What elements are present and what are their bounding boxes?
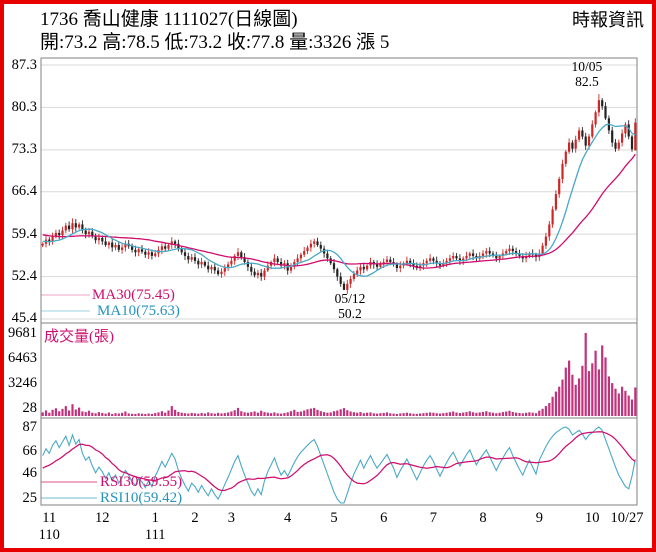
month-label: 9 — [535, 510, 543, 526]
price-axis-label: 52.4 — [11, 268, 37, 285]
rsi-lines — [42, 426, 636, 504]
ma10-legend: MA10(75.63) — [97, 303, 180, 319]
month-label: 4 — [284, 510, 292, 526]
volume-axis-label: 3246 — [8, 375, 37, 391]
month-label: 8 — [479, 510, 487, 526]
candlesticks — [41, 94, 637, 294]
pane-borders — [40, 57, 638, 506]
ohlc-summary: 開:73.2 高:78.5 低:73.2 收:77.8 量:3326 漲 5 — [40, 32, 390, 53]
month-label: 7 — [429, 510, 437, 526]
moving-average-lines — [42, 123, 636, 277]
volume-axis-label: 28 — [22, 400, 38, 416]
price-axis-label: 87.3 — [11, 56, 37, 73]
data-source-label: 時報資訊 — [572, 10, 644, 30]
month-label: 10 — [585, 510, 600, 526]
ma30-legend: MA30(75.45) — [92, 287, 175, 303]
annotation-date: 05/12 — [334, 291, 366, 306]
annotation-date: 10/05 — [571, 59, 603, 74]
month-label: 11 — [42, 510, 57, 526]
legend-leader-lines — [41, 294, 97, 499]
annotation-may-low: 05/12 50.2 — [326, 291, 374, 321]
volume-axis-label: 6463 — [8, 350, 37, 366]
price-axis-label: 80.3 — [11, 98, 37, 115]
annotation-oct-high: 10/05 82.5 — [563, 59, 611, 89]
month-label: 3 — [227, 510, 235, 526]
page-title: 1736 喬山健康 1111027(日線圖) — [40, 9, 298, 30]
rsi-axis-label: 66 — [22, 442, 38, 459]
rsi-axis-label: 46 — [22, 465, 38, 482]
price-axis-label: 73.3 — [11, 141, 37, 158]
year-label: 111 — [144, 527, 166, 543]
price-axis-label: 45.4 — [11, 310, 37, 327]
month-label: 10/27 — [610, 510, 644, 526]
month-label: 6 — [380, 510, 388, 526]
month-label: 5 — [330, 510, 338, 526]
price-axis-label: 59.4 — [11, 225, 37, 242]
volume-axis-label: 9681 — [8, 325, 37, 341]
price-axis-label: 66.4 — [11, 183, 37, 200]
price-gridlines — [41, 64, 637, 320]
month-label: 12 — [95, 510, 110, 526]
rsi30-legend: RSI30(59.55) — [100, 474, 183, 490]
year-label: 110 — [38, 527, 60, 543]
rsi-axis-label: 25 — [22, 489, 38, 506]
volume-bars — [41, 333, 637, 416]
rsi-axis-label: 87 — [22, 418, 38, 435]
rsi10-legend: RSI10(59.42) — [100, 490, 183, 506]
month-label: 1 — [151, 510, 159, 526]
month-label: 2 — [191, 510, 199, 526]
annotation-price: 82.5 — [575, 73, 599, 89]
annotation-price: 50.2 — [338, 305, 362, 321]
volume-pane-title: 成交量(張) — [44, 329, 114, 345]
